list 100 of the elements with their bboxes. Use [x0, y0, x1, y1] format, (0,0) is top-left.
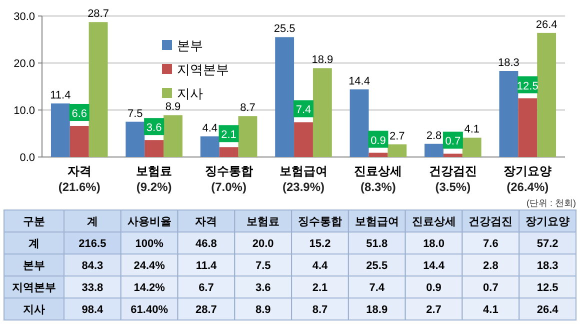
- text: (7.0%): [211, 180, 246, 194]
- bar: [219, 147, 238, 157]
- bar: [238, 116, 258, 157]
- data-label: 3.6: [146, 122, 162, 134]
- y-tick-label: 20.0: [14, 58, 35, 70]
- bar: [50, 103, 70, 157]
- data-label: 57.2: [536, 238, 558, 250]
- x-tick-label: 진료상세: [354, 164, 402, 178]
- data-label: 7.5: [127, 108, 143, 120]
- x-tick-label: 보험료: [136, 164, 172, 178]
- x-tick-label: 건강검진: [428, 164, 477, 178]
- text: (8.3%): [360, 180, 396, 194]
- x-tick-label: 징수통합: [204, 164, 253, 178]
- y-tick-label: 지역본부: [11, 282, 56, 294]
- bar: [443, 154, 462, 157]
- text: (21.6%): [58, 180, 100, 194]
- data-label: 2.8: [483, 260, 498, 272]
- x-tick-label: 자격: [195, 216, 218, 228]
- data-label: 6.6: [72, 108, 88, 120]
- bar: [144, 140, 164, 157]
- legend-label: 지역본부: [177, 62, 229, 77]
- text: (단위 : 천회): [526, 198, 576, 208]
- data-label: 8.9: [255, 304, 271, 316]
- data-label: 26.4: [536, 304, 560, 316]
- data-label: 98.4: [82, 304, 104, 316]
- y-tick-label: 본부: [23, 260, 45, 272]
- bar: [388, 144, 407, 157]
- data-label: 12.5: [536, 282, 558, 294]
- data-label: 18.3: [536, 260, 558, 272]
- data-label: 15.2: [309, 238, 331, 250]
- data-label: 61.40%: [130, 304, 168, 316]
- bar: [424, 144, 444, 157]
- data-label: 46.8: [196, 238, 217, 250]
- data-label: 7.4: [369, 282, 386, 294]
- data-label: 2.7: [426, 304, 442, 316]
- data-label: 7.4: [296, 104, 312, 116]
- data-label: 33.8: [82, 282, 104, 294]
- data-label: 84.3: [82, 260, 104, 272]
- data-label: 26.4: [536, 18, 558, 31]
- data-label: 100%: [135, 238, 164, 250]
- data-label: 24.4%: [134, 260, 166, 272]
- data-label: 51.8: [366, 238, 388, 250]
- data-label: 25.5: [366, 260, 388, 272]
- data-label: 0.7: [483, 282, 498, 294]
- x-tick-label: 보험급여: [280, 164, 328, 178]
- data-label: 7.5: [255, 260, 271, 272]
- data-label: 8.7: [312, 304, 328, 316]
- data-label: 28.7: [196, 304, 217, 316]
- x-tick-label: 계: [86, 216, 98, 228]
- data-label: 12.5: [516, 80, 538, 92]
- data-label: 2.1: [221, 129, 236, 142]
- y-tick-label: 0.0: [20, 152, 35, 164]
- data-label: 0.7: [445, 136, 461, 148]
- data-label: 4.1: [483, 304, 498, 316]
- text: (23.9%): [282, 180, 325, 194]
- data-label: 20.0: [252, 238, 274, 250]
- data-label: 2.8: [426, 130, 442, 142]
- data-label: 11.4: [50, 89, 71, 102]
- data-label: 2.7: [389, 130, 405, 142]
- data-label: 18.3: [498, 56, 520, 69]
- data-label: 4.4: [312, 260, 329, 272]
- x-tick-label: 건강검진: [468, 216, 513, 228]
- bar: [368, 152, 388, 157]
- data-label: 4.4: [202, 122, 218, 134]
- data-label: 7.6: [483, 238, 498, 250]
- text: (3.5%): [435, 180, 471, 194]
- data-label: 6.7: [198, 282, 214, 294]
- x-tick-label: 자격: [67, 164, 92, 178]
- bar: [537, 32, 556, 157]
- data-label: 3.6: [255, 282, 271, 294]
- data-label: 8.9: [165, 101, 181, 114]
- data-label: 14.2%: [134, 282, 166, 294]
- data-label: 11.4: [196, 260, 218, 272]
- bar: [275, 37, 294, 157]
- x-tick-label: 사용비율: [127, 216, 172, 228]
- data-label: 18.0: [423, 238, 444, 250]
- bar: [294, 122, 313, 157]
- x-tick-label: 장기요양: [504, 164, 552, 178]
- y-tick-label: 30.0: [14, 11, 35, 23]
- bar: [350, 89, 369, 157]
- bar: [499, 70, 518, 157]
- data-label: 4.1: [464, 124, 480, 136]
- data-label: 18.9: [366, 304, 388, 316]
- bar: [70, 126, 89, 157]
- x-tick-label: 징수통합: [298, 216, 342, 228]
- legend-label: 본부: [177, 38, 203, 53]
- bar: [88, 22, 108, 157]
- y-tick-label: 지사: [22, 304, 45, 316]
- bar: [200, 136, 220, 157]
- data-label: 0.9: [370, 134, 386, 147]
- data-label: 0.9: [426, 282, 442, 294]
- legend-label: 지사: [177, 86, 203, 101]
- bar: [518, 98, 538, 157]
- data-label: 2.1: [312, 282, 328, 294]
- bar: [312, 68, 332, 157]
- y-axis-title: 구분: [23, 216, 45, 228]
- text: (9.2%): [136, 180, 172, 194]
- data-label: 14.4: [348, 75, 370, 88]
- text: (26.4%): [506, 180, 549, 194]
- x-tick-label: 보험급여: [354, 216, 399, 228]
